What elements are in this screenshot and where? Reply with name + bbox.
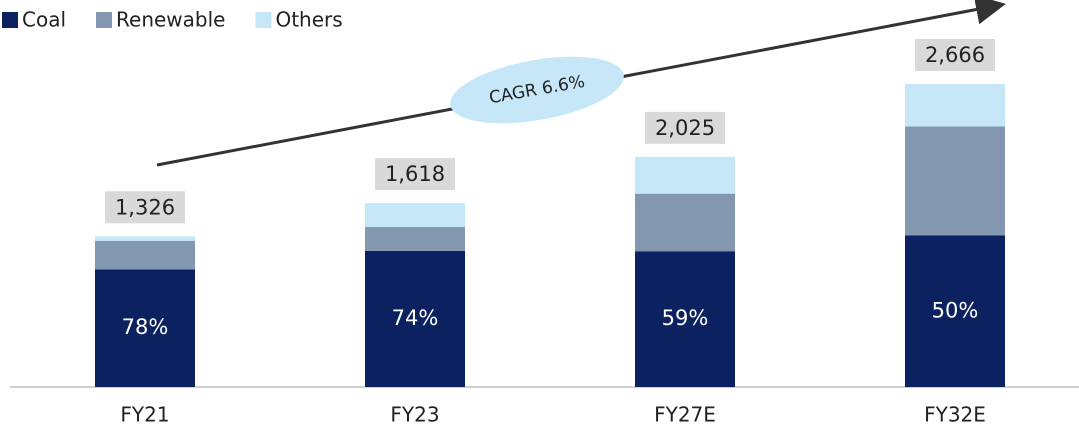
legend-swatch xyxy=(96,12,113,28)
total-label: 1,618 xyxy=(385,162,445,186)
total-box xyxy=(105,191,185,224)
total-label: 2,666 xyxy=(925,43,985,67)
segment-label: 78% xyxy=(122,315,169,339)
segment-label: 50% xyxy=(932,298,979,322)
legend-swatch xyxy=(2,12,18,28)
total-box xyxy=(645,111,725,144)
cagr-bubble: CAGR 6.6% xyxy=(450,56,624,124)
segment-label: 59% xyxy=(662,306,709,330)
bar-segment xyxy=(905,235,1005,387)
bar-segment xyxy=(95,240,195,270)
bar-segment xyxy=(635,193,735,252)
total-box xyxy=(915,39,995,71)
legend-label: Renewable xyxy=(116,8,225,32)
x-tick-label: FY21 xyxy=(120,403,169,427)
bar-segment xyxy=(95,269,195,387)
total-box xyxy=(375,158,455,191)
x-tick-label: FY23 xyxy=(390,403,439,427)
legend-label: Coal xyxy=(22,8,66,32)
bar-segment xyxy=(365,203,465,228)
bar-segment xyxy=(365,227,465,251)
x-tick-label: FY27E xyxy=(654,403,716,427)
bar-segment xyxy=(905,84,1005,127)
bar-segment xyxy=(635,251,735,387)
total-label: 2,025 xyxy=(655,116,715,140)
bar-segment xyxy=(95,236,195,241)
cagr-ellipse xyxy=(450,56,624,124)
bar-segment xyxy=(905,126,1005,236)
x-tick-label: FY32E xyxy=(924,403,986,427)
bar-segment xyxy=(365,250,465,387)
bar-segment xyxy=(635,156,735,194)
legend-label: Others xyxy=(275,8,342,32)
legend-swatch xyxy=(255,12,272,28)
segment-label: 74% xyxy=(392,306,439,330)
total-label: 1,326 xyxy=(115,195,175,219)
